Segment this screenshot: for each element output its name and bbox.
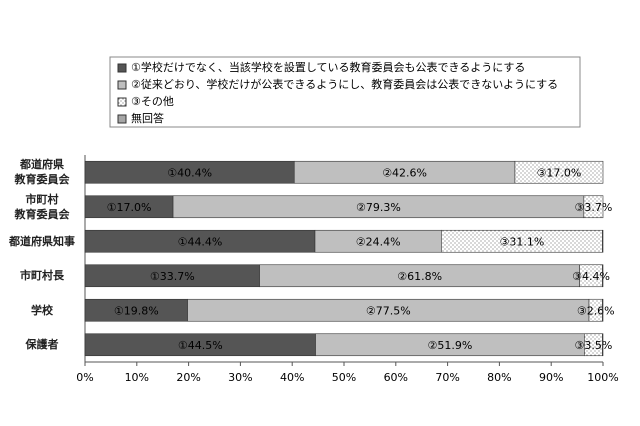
data-label: ③17.0% bbox=[537, 166, 582, 179]
x-tick-label: 100% bbox=[587, 371, 618, 384]
x-tick-label: 70% bbox=[435, 371, 459, 384]
bar-segment bbox=[583, 195, 604, 219]
data-label: ②24.4% bbox=[356, 235, 401, 248]
data-label: ②79.3% bbox=[356, 201, 401, 214]
legend-swatch bbox=[117, 114, 127, 124]
x-tick-label: 80% bbox=[487, 371, 511, 384]
legend-label: 無回答 bbox=[131, 111, 164, 125]
data-label: ③3.7% bbox=[575, 201, 613, 214]
x-tick-label: 40% bbox=[280, 371, 304, 384]
data-label: ②51.9% bbox=[428, 339, 473, 352]
category-label: 都道府県 教育委員会 bbox=[14, 158, 70, 187]
data-label: ③31.1% bbox=[500, 235, 545, 248]
legend-swatch bbox=[117, 80, 127, 90]
data-label: ③4.4% bbox=[572, 270, 610, 283]
legend-label: ①学校だけでなく、当該学校を設置している教育委員会も公表できるようにする bbox=[131, 60, 525, 74]
x-tick-label: 30% bbox=[228, 371, 252, 384]
bar-segment bbox=[602, 229, 604, 253]
legend-swatch bbox=[117, 97, 127, 107]
legend-swatch bbox=[117, 63, 127, 73]
data-label: ①44.4% bbox=[178, 235, 223, 248]
x-tick-label: 50% bbox=[332, 371, 356, 384]
legend-box bbox=[109, 56, 581, 128]
data-label: ①17.0% bbox=[107, 201, 152, 214]
x-tick-label: 0% bbox=[76, 371, 93, 384]
bar-segment bbox=[602, 264, 604, 288]
category-label: 保護者 bbox=[25, 338, 59, 352]
x-tick-label: 60% bbox=[384, 371, 408, 384]
category-label: 市町村 教育委員会 bbox=[14, 192, 70, 221]
data-label: ②77.5% bbox=[366, 304, 411, 317]
data-label: ①44.5% bbox=[178, 339, 223, 352]
x-tick-label: 90% bbox=[539, 371, 563, 384]
bar-segment bbox=[602, 333, 604, 357]
bar-segment bbox=[602, 298, 604, 322]
x-tick-label: 20% bbox=[176, 371, 200, 384]
x-tick-label: 10% bbox=[125, 371, 149, 384]
data-label: ③3.5% bbox=[575, 339, 613, 352]
data-label: ②42.6% bbox=[382, 166, 427, 179]
data-label: ③2.6% bbox=[577, 304, 615, 317]
data-label: ①40.4% bbox=[167, 166, 212, 179]
legend-label: ③その他 bbox=[131, 95, 174, 108]
data-label: ②61.8% bbox=[397, 270, 442, 283]
category-label: 都道府県知事 bbox=[9, 234, 75, 248]
data-label: ①33.7% bbox=[150, 270, 195, 283]
legend-label: ②従来どおり、学校だけが公表できるようにし、教育委員会は公表できないようにする bbox=[131, 77, 558, 91]
bar-segment bbox=[514, 160, 604, 184]
data-label: ①19.8% bbox=[114, 304, 159, 317]
category-label: 学校 bbox=[31, 303, 53, 317]
category-label: 市町村長 bbox=[20, 269, 64, 283]
